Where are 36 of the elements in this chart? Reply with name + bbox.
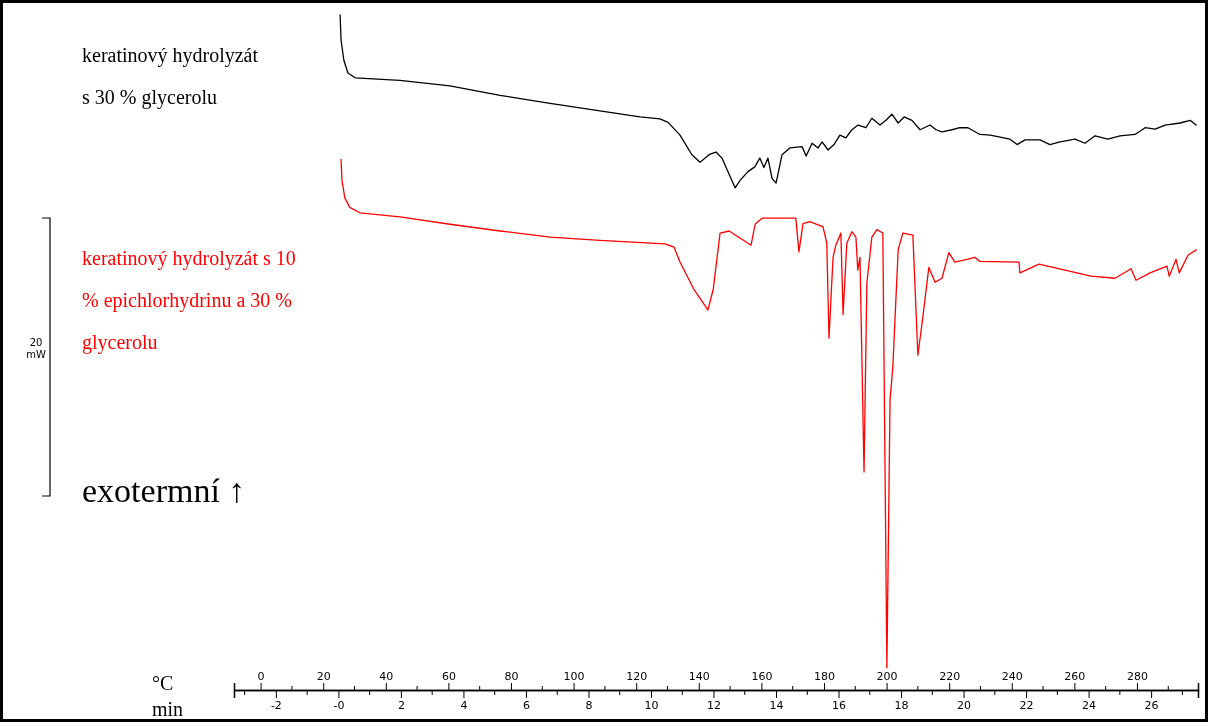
- x2-tick-label: 12: [707, 698, 721, 712]
- x2-tick-label: 2: [397, 698, 405, 712]
- x2-tick-label: 14: [769, 698, 784, 712]
- x-tick-label: 60: [441, 670, 456, 683]
- x2-tick-label: 8: [585, 698, 593, 712]
- x2-tick-label: -0: [333, 698, 345, 712]
- x2-tick-label: 20: [957, 698, 972, 712]
- x-tick-label: 240: [1001, 670, 1023, 683]
- x2-tick-label: 24: [1082, 698, 1097, 712]
- text: 20 mW: [26, 337, 46, 360]
- x-axis-title: °C: [152, 672, 174, 694]
- x-tick-label: 180: [813, 670, 835, 683]
- x2-axis-title: min: [152, 698, 184, 720]
- x-tick-label: 160: [751, 670, 773, 683]
- x-tick-label: 280: [1126, 670, 1148, 683]
- text: keratinový hydrolyzát s 10 % epichlorhydrinu a 30 % glycerolu: [82, 247, 296, 354]
- x-tick-label: 0: [257, 670, 265, 683]
- x-tick-label: 220: [939, 670, 961, 683]
- x-tick-label: 200: [876, 670, 898, 683]
- x-tick-label: 80: [504, 670, 519, 683]
- x-tick-label: 260: [1064, 670, 1086, 683]
- x2-tick-label: 18: [894, 698, 909, 712]
- x2-tick-label: 16: [832, 698, 847, 712]
- x2-tick-label: 4: [460, 698, 468, 712]
- x-tick-label: 120: [626, 670, 648, 683]
- x-tick-label: 20: [316, 670, 331, 683]
- annotation: exotermní ↑: [82, 472, 246, 509]
- text: keratinový hydrolyzát s 30 % glycerolu: [82, 44, 259, 109]
- x-tick-label: 40: [379, 670, 394, 683]
- x2-tick-label: 22: [1019, 698, 1034, 712]
- x2-tick-label: 10: [644, 698, 659, 712]
- x-tick-label: 100: [563, 670, 585, 683]
- x2-tick-label: -2: [270, 698, 282, 712]
- x-tick-label: 140: [688, 670, 710, 683]
- x2-tick-label: 6: [522, 698, 530, 712]
- x2-tick-label: 26: [1144, 698, 1159, 712]
